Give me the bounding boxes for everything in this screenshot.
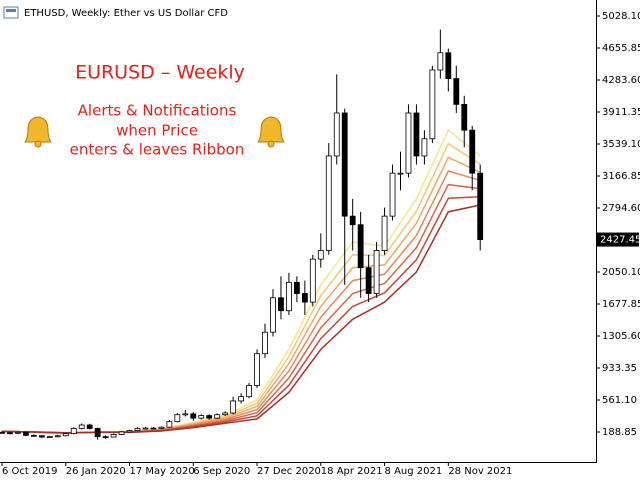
candle-body	[70, 428, 77, 435]
symbol-icon-bar	[6, 9, 16, 12]
candle-body	[293, 281, 300, 294]
candle-body	[341, 112, 348, 217]
candle-body	[118, 431, 125, 435]
candle-body	[198, 415, 205, 419]
y-tick-label: 1305.60	[602, 331, 640, 342]
candle-body	[230, 400, 237, 414]
candle-body	[190, 413, 197, 419]
candle-body	[437, 52, 444, 71]
candle-body	[0, 431, 5, 434]
bell-icon	[257, 116, 285, 148]
x-tick-label: 6 Sep 2020	[193, 466, 250, 477]
y-tick-label: 188.85	[602, 427, 637, 438]
candle-body	[445, 52, 452, 79]
candle-body	[333, 112, 340, 157]
x-tick-label: 8 Aug 2021	[385, 466, 443, 477]
x-tick-label: 26 Jan 2020	[66, 466, 126, 477]
candle-body	[166, 421, 173, 428]
candle-body	[246, 385, 252, 398]
chart-header: ETHUSD, Weekly: Ether vs US Dollar CFD	[24, 8, 228, 19]
candle-body	[381, 215, 388, 251]
x-tick-label: 6 Oct 2019	[2, 466, 57, 477]
candle-body	[477, 172, 484, 240]
candle-body	[126, 430, 133, 433]
candle-body	[413, 112, 420, 157]
candle-body	[301, 293, 308, 303]
candle-body	[365, 267, 372, 294]
candle-body	[110, 434, 117, 438]
candle-body	[397, 172, 404, 175]
candle-body	[102, 436, 109, 439]
bell-icon	[24, 116, 52, 148]
annotation-title: EURUSD – Weekly	[75, 62, 245, 84]
candle-body	[389, 172, 396, 217]
candle-body	[54, 435, 61, 438]
candle-body	[270, 297, 276, 333]
candle-body	[278, 297, 284, 312]
y-tick-label: 4283.60	[602, 75, 640, 86]
ribbon-line	[1, 204, 481, 434]
candle-body	[94, 428, 101, 438]
candle-body	[453, 78, 460, 105]
candle-body	[373, 250, 380, 294]
y-tick-label: 561.10	[602, 395, 637, 406]
candle-body	[142, 427, 149, 430]
candle-body	[30, 434, 37, 437]
candle-body	[262, 331, 268, 355]
candle-body	[214, 414, 221, 419]
candle-body	[349, 215, 356, 226]
candle-body	[461, 103, 468, 131]
candle-body	[429, 69, 436, 140]
y-tick-label: 2050.10	[602, 267, 640, 278]
x-tick-label: 28 Nov 2021	[448, 466, 512, 477]
candle-body	[286, 281, 292, 312]
candle-body	[7, 432, 13, 435]
y-tick-label: 5028.10	[602, 11, 640, 22]
candle-body	[134, 428, 141, 432]
candle-body	[15, 431, 21, 434]
candle-body	[62, 433, 69, 437]
current-price-box	[597, 232, 639, 247]
y-tick-label: 1677.85	[602, 299, 640, 310]
candle-body	[38, 435, 45, 438]
y-tick-label: 2794.60	[602, 203, 640, 214]
candle-body	[421, 138, 428, 157]
y-tick-label: 4655.85	[602, 43, 640, 54]
candle-body	[182, 413, 189, 416]
candle-body	[405, 112, 412, 174]
current-price-label: 2427.45	[600, 235, 640, 246]
candle-body	[317, 250, 324, 260]
candle-body	[222, 412, 229, 416]
x-tick-label: 18 Apr 2021	[321, 466, 383, 477]
candle-body	[174, 414, 181, 422]
x-tick-label: 17 May 2020	[130, 466, 195, 477]
candle-body	[158, 426, 165, 429]
candle-body	[469, 129, 476, 174]
candle-body	[23, 431, 29, 436]
candle-body	[309, 258, 316, 303]
candle-body	[46, 436, 53, 439]
annotation-line: when Price	[116, 122, 198, 140]
candle-body	[86, 424, 93, 429]
candle-body	[325, 155, 332, 251]
candle-body	[254, 353, 260, 386]
symbol-icon	[3, 6, 19, 19]
x-tick-label: 27 Dec 2020	[257, 466, 321, 477]
candle-body	[238, 396, 245, 402]
candle-body	[206, 415, 213, 419]
annotation-line: Alerts & Notifications	[78, 102, 237, 120]
y-tick-label: 3539.10	[602, 139, 640, 150]
y-tick-label: 3166.85	[602, 171, 640, 182]
candle-body	[78, 424, 85, 429]
y-tick-label: 933.35	[602, 363, 637, 374]
candle-body	[150, 427, 157, 430]
annotation-line: enters & leaves Ribbon	[70, 141, 245, 159]
y-tick-label: 3911.35	[602, 107, 640, 118]
candle-body	[357, 224, 364, 269]
